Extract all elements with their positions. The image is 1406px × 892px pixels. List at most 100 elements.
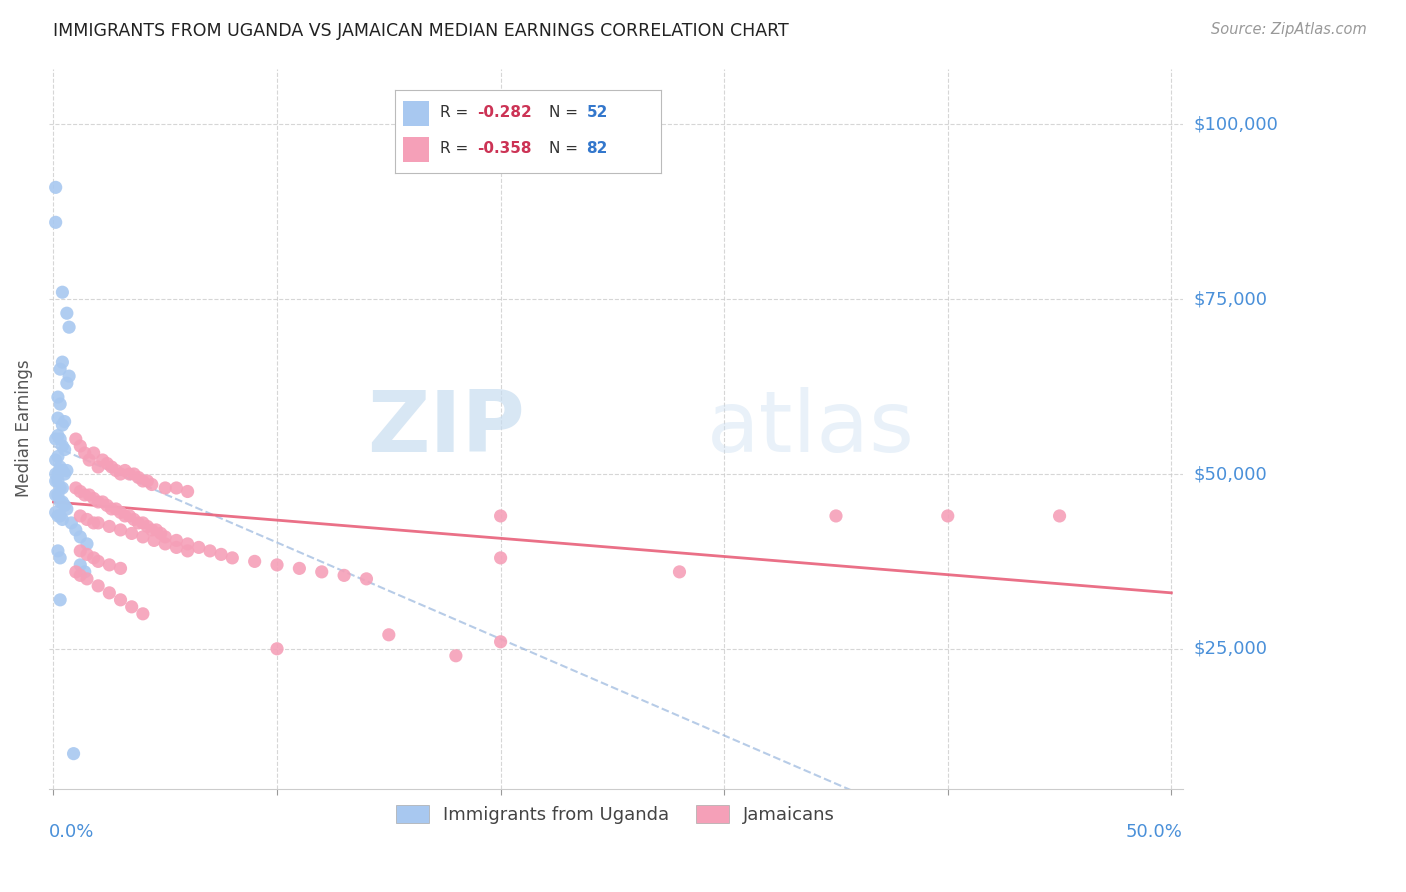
Point	[96, 457, 118, 471]
Point	[311, 565, 333, 579]
Point	[65, 523, 87, 537]
Point	[53, 442, 76, 457]
Point	[132, 474, 155, 488]
Point	[121, 599, 143, 614]
Point	[132, 530, 155, 544]
Point	[155, 481, 177, 495]
Point	[155, 530, 177, 544]
Point	[51, 481, 73, 495]
Point	[149, 526, 172, 541]
Point	[65, 432, 87, 446]
Text: 0.0%: 0.0%	[49, 823, 94, 841]
Point	[825, 508, 848, 523]
Point	[49, 495, 72, 509]
Point	[127, 470, 149, 484]
Point	[110, 592, 132, 607]
Point	[136, 519, 159, 533]
Point	[69, 544, 91, 558]
Point	[56, 376, 79, 391]
Point	[141, 477, 163, 491]
Point	[145, 523, 167, 537]
Point	[143, 533, 166, 548]
Text: IMMIGRANTS FROM UGANDA VS JAMAICAN MEDIAN EARNINGS CORRELATION CHART: IMMIGRANTS FROM UGANDA VS JAMAICAN MEDIA…	[53, 22, 789, 40]
Point	[165, 541, 187, 555]
Point	[136, 474, 159, 488]
Point	[91, 495, 114, 509]
Point	[155, 537, 177, 551]
Point	[69, 484, 91, 499]
Point	[46, 411, 69, 425]
Point	[489, 508, 512, 523]
Point	[266, 641, 288, 656]
Point	[49, 463, 72, 477]
Point	[51, 439, 73, 453]
Point	[49, 481, 72, 495]
Text: ZIP: ZIP	[367, 387, 524, 470]
Point	[127, 516, 149, 530]
Point	[489, 634, 512, 648]
Text: $100,000: $100,000	[1194, 115, 1278, 134]
Point	[49, 362, 72, 376]
Point	[49, 592, 72, 607]
Point	[62, 747, 84, 761]
Point	[110, 561, 132, 575]
Point	[165, 481, 187, 495]
Y-axis label: Median Earnings: Median Earnings	[15, 359, 32, 498]
Point	[1049, 508, 1071, 523]
Point	[105, 463, 128, 477]
Point	[936, 508, 959, 523]
Point	[77, 453, 100, 467]
Point	[51, 355, 73, 369]
Point	[176, 544, 198, 558]
Point	[76, 572, 98, 586]
Point	[46, 390, 69, 404]
Point	[58, 369, 80, 384]
Point	[56, 306, 79, 320]
Point	[98, 586, 121, 600]
Point	[49, 550, 72, 565]
Point	[73, 488, 96, 502]
Text: $75,000: $75,000	[1194, 290, 1268, 309]
Point	[110, 523, 132, 537]
Point	[45, 488, 67, 502]
Point	[45, 467, 67, 481]
Point	[87, 516, 110, 530]
Point	[83, 446, 105, 460]
Point	[45, 215, 67, 229]
Point	[105, 502, 128, 516]
Text: 50.0%: 50.0%	[1126, 823, 1182, 841]
Point	[132, 607, 155, 621]
Point	[69, 439, 91, 453]
Point	[165, 533, 187, 548]
Text: $50,000: $50,000	[1194, 465, 1267, 483]
Point	[46, 428, 69, 442]
Point	[176, 537, 198, 551]
Point	[76, 512, 98, 526]
Legend: Immigrants from Uganda, Jamaicans: Immigrants from Uganda, Jamaicans	[389, 797, 842, 831]
Point	[266, 558, 288, 572]
Point	[73, 565, 96, 579]
Point	[141, 523, 163, 537]
Point	[53, 499, 76, 513]
Point	[176, 484, 198, 499]
Point	[114, 508, 136, 523]
Point	[356, 572, 378, 586]
Point	[76, 537, 98, 551]
Point	[49, 432, 72, 446]
Point	[46, 450, 69, 464]
Point	[46, 544, 69, 558]
Point	[98, 519, 121, 533]
Point	[110, 505, 132, 519]
Point	[45, 432, 67, 446]
Point	[118, 467, 141, 481]
Point	[378, 628, 401, 642]
Point	[83, 516, 105, 530]
Point	[333, 568, 356, 582]
Point	[65, 481, 87, 495]
Point	[53, 467, 76, 481]
Point	[49, 397, 72, 411]
Point	[69, 568, 91, 582]
Point	[56, 502, 79, 516]
Point	[51, 495, 73, 509]
Point	[87, 495, 110, 509]
